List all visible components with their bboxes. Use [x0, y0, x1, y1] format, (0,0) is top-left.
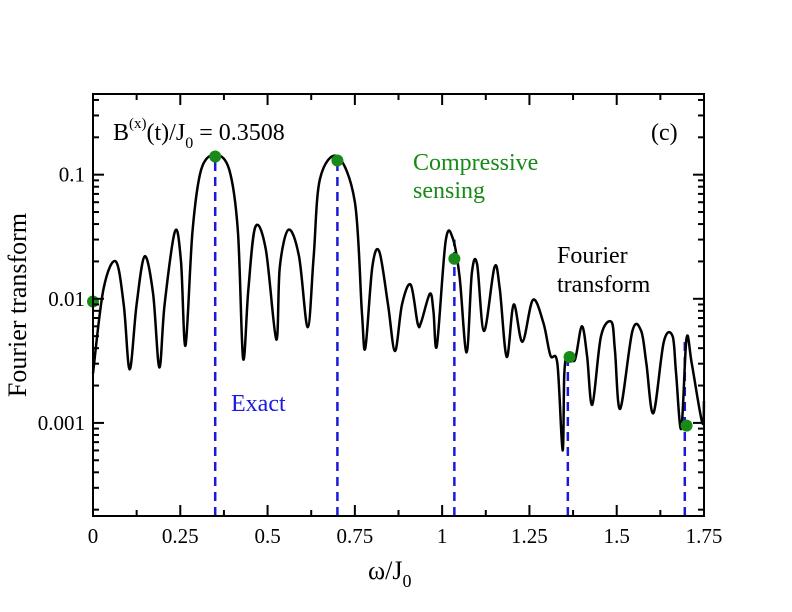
x-tick-label: 1.25	[511, 524, 548, 548]
compressive-sensing-point	[680, 419, 693, 432]
y-tick-label: 0.001	[38, 411, 85, 435]
fourier-transform-line	[91, 153, 706, 452]
field-value-label: B(x)(t)/J0 = 0.3508	[113, 116, 285, 152]
x-tick-label: 1.75	[686, 524, 723, 548]
compressive-sensing-point	[448, 252, 461, 265]
tick-layer: 0 0.25 0.5 0.75 1 1.25 1.5 1.75 0.1 0.01 0.001	[38, 94, 723, 548]
compressive-sensing-point	[331, 154, 344, 167]
x-tick-label: 0.5	[254, 524, 280, 548]
y-tick-label: 0.1	[59, 163, 85, 187]
compressive-sensing-point	[209, 150, 222, 163]
compressive-sensing-label-line1: Compressive	[413, 150, 538, 176]
plot-frame	[92, 93, 705, 517]
fourier-transform-label-line2: transform	[557, 272, 651, 298]
panel-label: (c)	[651, 120, 678, 146]
plot-layer	[87, 150, 706, 516]
x-tick-label: 0.25	[162, 524, 199, 548]
y-axis-title: Fourier transform	[3, 213, 32, 397]
compressive-sensing-label-line2: sensing	[413, 178, 485, 204]
x-tick-label: 0	[88, 524, 99, 548]
x-tick-label: 1	[437, 524, 448, 548]
x-tick-label: 1.5	[604, 524, 630, 548]
compressive-sensing-point	[563, 350, 576, 363]
exact-label: Exact	[231, 391, 286, 417]
y-tick-label: 0.01	[48, 287, 85, 311]
x-axis-title: ω/J0	[368, 556, 411, 591]
x-tick-label: 0.75	[336, 524, 373, 548]
fourier-transform-label-line1: Fourier	[557, 243, 628, 269]
